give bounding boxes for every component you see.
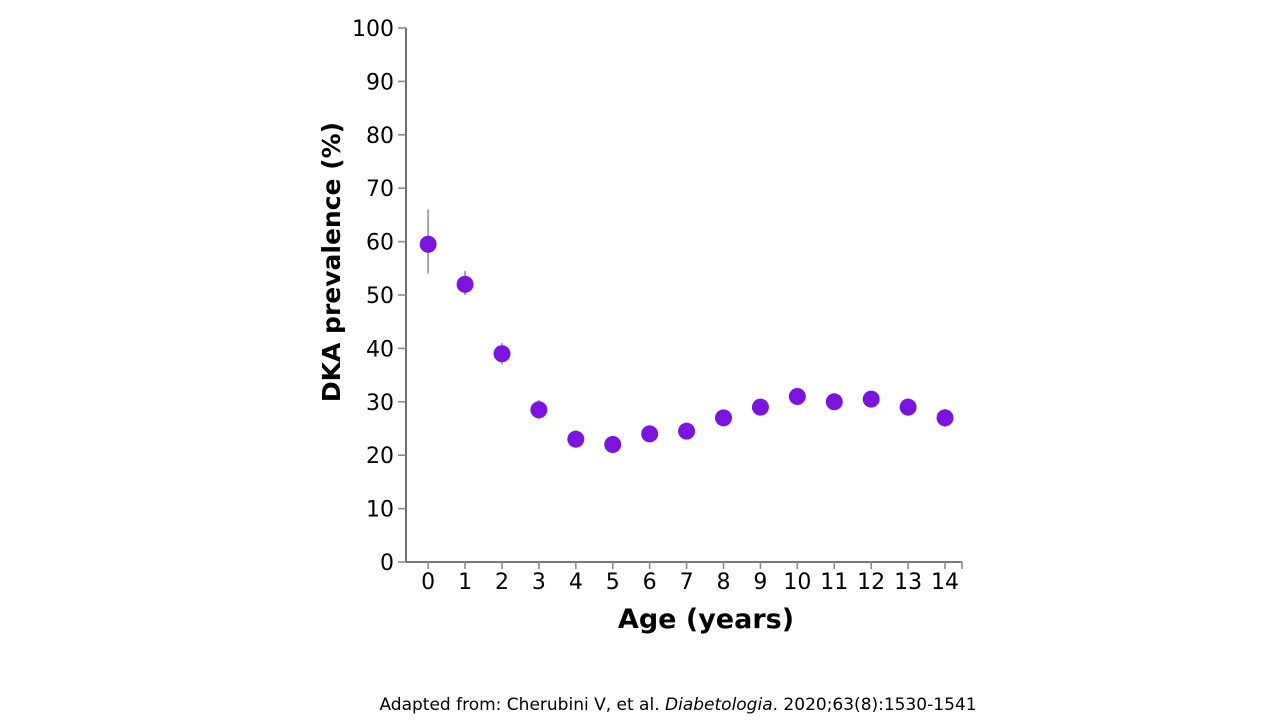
- citation-prefix: Adapted from: Cherubini V, et al.: [379, 695, 666, 715]
- y-tick-label: 50: [366, 284, 394, 309]
- x-tick-label: 0: [421, 570, 435, 595]
- x-tick-label: 13: [894, 570, 922, 595]
- data-point: [604, 436, 622, 454]
- error-bars-group: [427, 209, 946, 454]
- x-tick-label: 8: [717, 570, 731, 595]
- data-point: [419, 235, 437, 253]
- x-tick-label: 5: [606, 570, 620, 595]
- citation-suffix: . 2020;63(8):1530-1541: [772, 695, 977, 715]
- data-point: [825, 393, 843, 411]
- data-point: [751, 398, 769, 416]
- y-tick-label: 80: [366, 124, 394, 149]
- x-tick-label: 7: [680, 570, 694, 595]
- y-tick-label: 40: [366, 337, 394, 362]
- axis-spine: [405, 28, 962, 563]
- x-tick-label: 6: [643, 570, 657, 595]
- chart-axes: [398, 27, 963, 569]
- y-tick-label: 100: [352, 17, 394, 42]
- data-point: [715, 409, 733, 427]
- data-point: [678, 422, 696, 440]
- data-point: [862, 390, 880, 408]
- y-tick-label: 60: [366, 231, 394, 256]
- y-tick-label: 20: [366, 444, 394, 469]
- data-points-group: [419, 235, 954, 454]
- x-tick-label: 11: [820, 570, 848, 595]
- x-tick-label: 14: [931, 570, 959, 595]
- y-tick-label: 90: [366, 70, 394, 95]
- data-point: [899, 398, 917, 416]
- y-tick-label: 10: [366, 498, 394, 523]
- x-tick-label: 9: [753, 570, 767, 595]
- y-tick-label: 30: [366, 391, 394, 416]
- data-point: [456, 275, 474, 293]
- data-point: [788, 387, 806, 405]
- data-point: [567, 430, 585, 448]
- citation: Adapted from: Cherubini V, et al. Diabet…: [379, 695, 976, 715]
- data-point: [530, 401, 548, 419]
- x-tick-label: 4: [569, 570, 583, 595]
- x-tick-label: 2: [495, 570, 509, 595]
- y-axis-title: DKA prevalence (%): [317, 122, 346, 402]
- x-tick-label: 10: [783, 570, 811, 595]
- y-tick-label: 0: [380, 551, 394, 576]
- citation-journal-name: Diabetologia: [665, 695, 773, 715]
- data-point: [493, 345, 511, 363]
- x-tick-label: 12: [857, 570, 885, 595]
- data-point: [641, 425, 659, 443]
- x-tick-label: 3: [532, 570, 546, 595]
- data-point: [936, 409, 954, 427]
- x-tick-label: 1: [458, 570, 472, 595]
- x-axis-title: Age (years): [618, 604, 794, 635]
- y-tick-label: 70: [366, 177, 394, 202]
